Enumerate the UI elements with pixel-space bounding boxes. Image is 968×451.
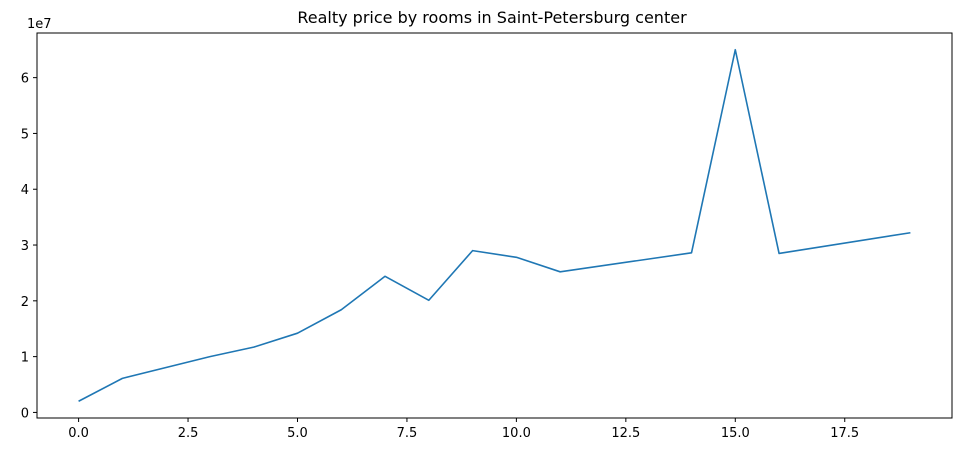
x-tick-label: 5.0: [287, 426, 308, 441]
x-tick-label: 2.5: [178, 426, 199, 441]
x-tick-label: 0.0: [68, 426, 89, 441]
x-tick-label: 7.5: [397, 426, 418, 441]
y-tick-label: 5: [21, 127, 29, 142]
chart-title: Realty price by rooms in Saint-Petersbur…: [297, 8, 687, 27]
plot-frame: [36, 32, 953, 419]
series-line-0: [78, 48, 911, 402]
plot-area: [36, 32, 953, 419]
y-tick-label: 4: [21, 183, 29, 198]
y-tick-label: 3: [21, 239, 29, 254]
y-tick-label: 2: [21, 295, 29, 310]
y-tick-label: 6: [21, 72, 29, 87]
x-axis: 0.0 2.5 5.0 7.5 10.0 12.5 15.0 17.5: [68, 418, 859, 441]
x-tick-label: 17.5: [830, 426, 859, 441]
y-axis-offset-label: 1e7: [27, 17, 52, 32]
x-tick-label: 12.5: [611, 426, 640, 441]
x-tick-label: 15.0: [721, 426, 750, 441]
y-axis: 0 1 2 3 4 5 6: [21, 72, 37, 421]
y-tick-label: 1: [21, 351, 29, 366]
y-tick-label: 0: [21, 406, 29, 421]
x-tick-label: 10.0: [502, 426, 531, 441]
